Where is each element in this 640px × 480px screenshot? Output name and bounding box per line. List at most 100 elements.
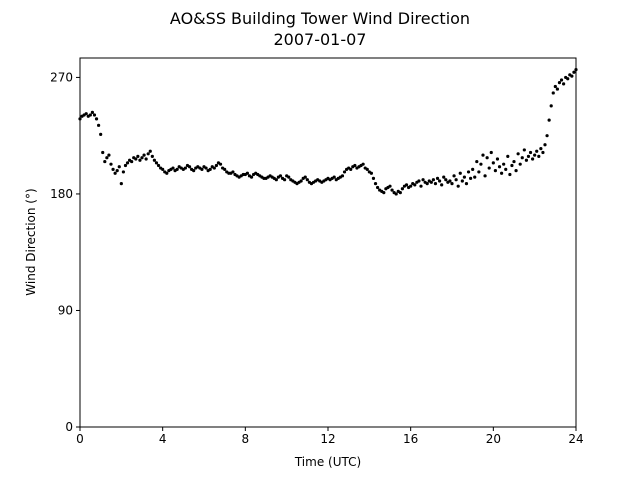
data-point bbox=[533, 153, 537, 157]
data-point bbox=[94, 117, 99, 121]
data-point bbox=[78, 117, 82, 121]
y-tick-label: 180 bbox=[50, 187, 73, 201]
data-point bbox=[435, 176, 440, 181]
data-point bbox=[303, 175, 307, 179]
data-point bbox=[390, 188, 394, 192]
data-point bbox=[388, 184, 392, 188]
data-point bbox=[508, 172, 512, 177]
data-point bbox=[150, 154, 154, 158]
data-point bbox=[433, 181, 438, 186]
data-point bbox=[140, 156, 144, 160]
data-point bbox=[497, 165, 502, 169]
data-point bbox=[299, 179, 303, 183]
data-point bbox=[204, 166, 208, 170]
data-point bbox=[361, 162, 365, 166]
data-point bbox=[365, 167, 369, 171]
data-point bbox=[541, 150, 545, 155]
data-point bbox=[376, 185, 380, 190]
data-point bbox=[510, 163, 514, 168]
data-point bbox=[458, 171, 462, 175]
data-point bbox=[526, 154, 531, 158]
data-point bbox=[553, 84, 557, 89]
data-point bbox=[460, 179, 464, 183]
data-point bbox=[245, 171, 249, 175]
data-point bbox=[101, 150, 105, 155]
x-tick-label: 16 bbox=[403, 432, 418, 446]
data-point bbox=[471, 167, 475, 171]
data-point bbox=[448, 179, 452, 183]
data-point bbox=[125, 161, 130, 165]
data-point bbox=[109, 162, 113, 166]
data-point bbox=[274, 178, 278, 182]
x-tick-label: 20 bbox=[486, 432, 501, 446]
data-point bbox=[502, 162, 506, 166]
y-axis-label: Wind Direction (°) bbox=[24, 188, 38, 295]
data-point bbox=[539, 147, 543, 151]
data-point bbox=[119, 181, 123, 186]
data-point bbox=[572, 70, 576, 74]
data-point bbox=[528, 150, 533, 155]
data-point bbox=[400, 187, 404, 191]
data-point bbox=[570, 74, 574, 78]
data-point bbox=[342, 170, 347, 174]
data-point bbox=[566, 77, 570, 81]
data-point bbox=[537, 154, 541, 158]
data-point bbox=[187, 165, 192, 169]
plot-frame bbox=[79, 57, 577, 428]
x-tick-label: 8 bbox=[242, 432, 250, 446]
data-point bbox=[115, 169, 119, 173]
data-point bbox=[574, 68, 578, 72]
data-point bbox=[144, 157, 148, 161]
data-point bbox=[531, 157, 535, 161]
data-point bbox=[175, 167, 179, 171]
data-point bbox=[148, 149, 152, 153]
data-point bbox=[518, 162, 522, 166]
data-point bbox=[165, 171, 169, 175]
x-axis-label: Time (UTC) bbox=[294, 455, 361, 469]
data-point bbox=[535, 149, 539, 153]
data-point bbox=[90, 110, 94, 114]
data-point bbox=[161, 167, 165, 171]
data-point bbox=[134, 157, 138, 161]
data-point bbox=[549, 104, 553, 108]
data-point bbox=[138, 158, 142, 162]
data-point bbox=[473, 175, 477, 179]
data-point bbox=[493, 169, 497, 173]
data-point bbox=[520, 156, 524, 160]
data-point bbox=[192, 169, 196, 173]
data-point bbox=[464, 181, 469, 186]
data-point bbox=[349, 167, 353, 171]
data-point bbox=[369, 171, 373, 175]
x-tick-label: 24 bbox=[568, 432, 583, 446]
data-point bbox=[438, 179, 442, 183]
data-point bbox=[152, 158, 156, 162]
data-point bbox=[516, 152, 520, 156]
data-point bbox=[287, 175, 291, 179]
data-point bbox=[417, 179, 421, 183]
data-point bbox=[113, 171, 117, 175]
data-point bbox=[218, 162, 223, 166]
data-point bbox=[156, 163, 161, 168]
data-point bbox=[440, 183, 444, 187]
data-point bbox=[123, 163, 128, 168]
data-point bbox=[562, 82, 566, 86]
data-point bbox=[450, 181, 454, 186]
data-point bbox=[212, 166, 216, 170]
data-point bbox=[111, 167, 115, 171]
data-point bbox=[429, 180, 433, 184]
data-point bbox=[278, 174, 283, 178]
data-point bbox=[200, 167, 204, 171]
data-point bbox=[340, 174, 345, 178]
data-point bbox=[425, 181, 429, 186]
chart-title: AO&SS Building Tower Wind Direction bbox=[170, 9, 470, 28]
data-point bbox=[223, 167, 227, 171]
data-point bbox=[419, 184, 423, 188]
data-point bbox=[557, 81, 562, 85]
data-point bbox=[130, 159, 134, 164]
data-point bbox=[522, 148, 526, 152]
data-point bbox=[555, 87, 560, 91]
data-point bbox=[545, 134, 549, 138]
data-point bbox=[491, 161, 495, 165]
